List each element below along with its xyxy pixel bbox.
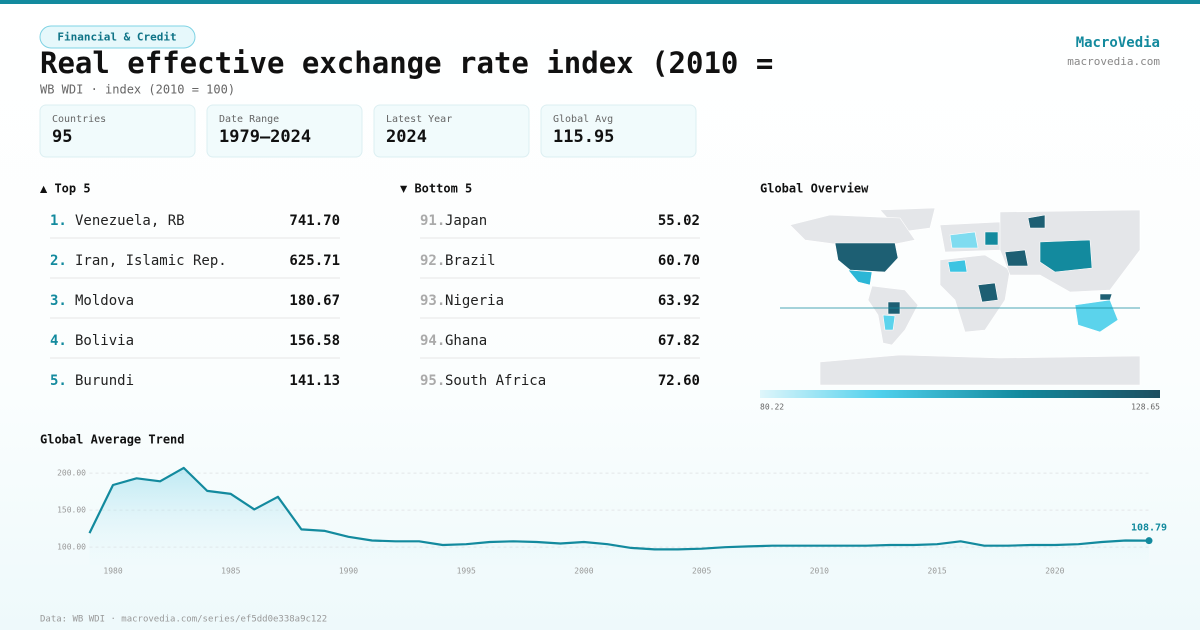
site: macrovedia.com <box>1067 55 1160 68</box>
list-title: ▲ Top 5 <box>40 182 91 196</box>
country: Nigeria <box>445 293 504 309</box>
trend-area <box>89 467 1149 565</box>
value: 67.82 <box>658 333 700 349</box>
scale-min: 80.22 <box>760 403 784 412</box>
stat-label: Global Avg <box>553 114 613 125</box>
stat-value: 115.95 <box>553 127 614 147</box>
x-tick-label: 1990 <box>339 567 358 576</box>
map-region <box>939 254 1011 333</box>
x-tick-label: 2010 <box>810 567 829 576</box>
country: Burundi <box>75 373 134 389</box>
stat-card <box>206 104 363 158</box>
country: Iran, Islamic Rep. <box>75 253 227 269</box>
map-region <box>834 242 899 273</box>
stat-label: Latest Year <box>386 114 452 125</box>
stat-label: Countries <box>52 114 106 125</box>
country: Ghana <box>445 333 487 349</box>
map-region <box>847 269 873 286</box>
stat-value: 1979–2024 <box>219 127 311 147</box>
map-region <box>819 354 1141 386</box>
stat-card <box>39 104 196 158</box>
rank: 94. <box>420 333 445 349</box>
country: Bolivia <box>75 333 134 349</box>
value: 63.92 <box>658 293 700 309</box>
country: South Africa <box>445 373 546 389</box>
country: Venezuela, RB <box>75 213 185 229</box>
map-region <box>882 314 896 331</box>
country: Moldova <box>75 293 134 309</box>
value: 625.71 <box>289 253 340 269</box>
y-tick-label: 100.00 <box>57 543 86 552</box>
rank: 2. <box>50 253 67 269</box>
end-point <box>1145 537 1153 545</box>
map-region <box>949 231 979 249</box>
value: 141.13 <box>289 373 340 389</box>
rank: 3. <box>50 293 67 309</box>
x-tick-label: 2020 <box>1045 567 1064 576</box>
map-region <box>947 259 968 273</box>
badge-text: Financial & Credit <box>57 31 176 44</box>
map-region <box>1099 293 1113 301</box>
page-title: Real effective exchange rate index (2010… <box>40 46 773 80</box>
brand: MacroVedia <box>1076 35 1160 51</box>
map-region <box>1027 214 1046 229</box>
rank: 91. <box>420 213 445 229</box>
map-region <box>789 214 916 245</box>
footer: Data: WB WDI · macrovedia.com/series/ef5… <box>40 615 327 625</box>
value: 180.67 <box>289 293 340 309</box>
rank: 1. <box>50 213 67 229</box>
x-tick-label: 2000 <box>574 567 593 576</box>
value: 156.58 <box>289 333 340 349</box>
subtitle: WB WDI · index (2010 = 100) <box>40 83 235 97</box>
stat-value: 2024 <box>386 127 427 147</box>
value: 60.70 <box>658 253 700 269</box>
map-title: Global Overview <box>760 182 869 196</box>
country: Brazil <box>445 253 496 269</box>
stat-card <box>373 104 530 158</box>
x-tick-label: 1980 <box>103 567 122 576</box>
map-region <box>984 231 999 246</box>
rank: 5. <box>50 373 67 389</box>
trend-line <box>88 466 1150 551</box>
map-region <box>977 282 999 303</box>
map-region <box>1004 249 1029 267</box>
x-tick-label: 1985 <box>221 567 240 576</box>
scale-max: 128.65 <box>1131 403 1160 412</box>
value: 55.02 <box>658 213 700 229</box>
value: 741.70 <box>289 213 340 229</box>
y-tick-label: 200.00 <box>57 469 86 478</box>
list-title: ▼ Bottom 5 <box>400 182 472 196</box>
x-tick-label: 1995 <box>457 567 476 576</box>
top-bar <box>0 0 1200 4</box>
stat-label: Date Range <box>219 114 279 125</box>
rank: 95. <box>420 373 445 389</box>
chart-title: Global Average Trend <box>40 433 185 447</box>
map-region <box>867 285 919 346</box>
map-region <box>1039 239 1093 273</box>
value: 72.60 <box>658 373 700 389</box>
rank: 4. <box>50 333 67 349</box>
badge <box>39 25 196 49</box>
stat-value: 95 <box>52 127 72 147</box>
x-tick-label: 2005 <box>692 567 711 576</box>
country: Japan <box>445 213 487 229</box>
rank: 93. <box>420 293 445 309</box>
rank: 92. <box>420 253 445 269</box>
y-tick-label: 150.00 <box>57 506 86 515</box>
stat-card <box>540 104 697 158</box>
color-scale <box>760 390 1160 398</box>
x-tick-label: 2015 <box>927 567 946 576</box>
end-label: 108.79 <box>1131 523 1167 534</box>
